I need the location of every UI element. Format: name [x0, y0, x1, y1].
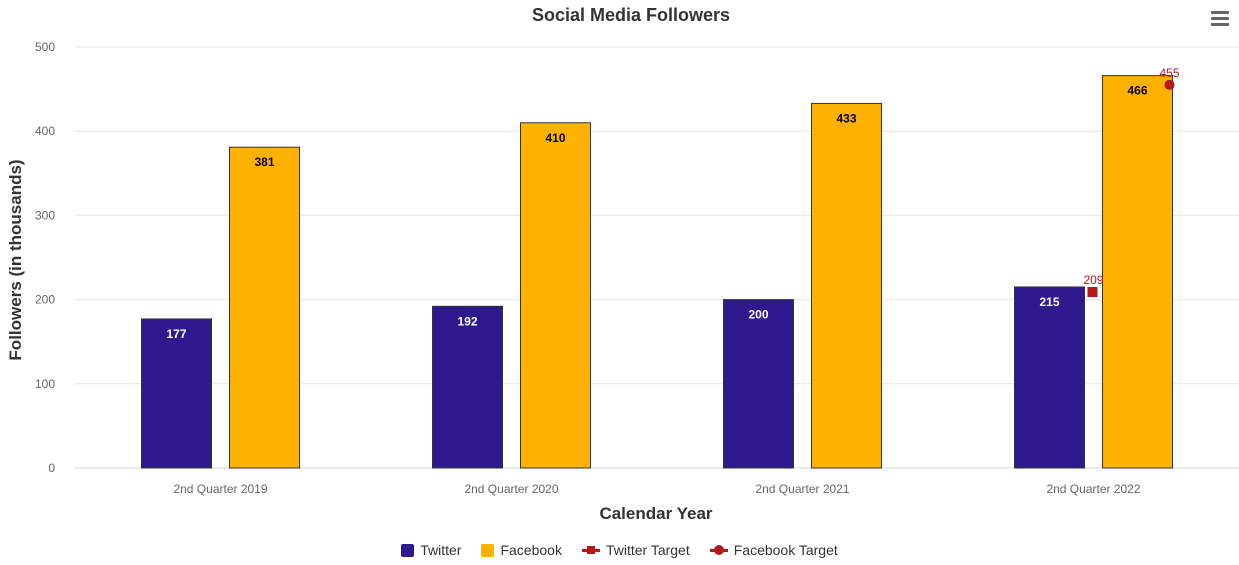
y-axis-title: Followers (in thousands) [6, 159, 25, 360]
bar-twitter-1 [432, 305, 503, 469]
bar-twitter-3 [1014, 286, 1085, 469]
legend-label: Facebook [500, 542, 562, 558]
y-tick-label: 500 [35, 40, 55, 54]
legend-line-marker-icon [581, 544, 600, 557]
marker-label-twitter-target-3: 209 [1083, 273, 1103, 287]
data-label-facebook-1: 410 [545, 131, 565, 145]
x-axis-title: Calendar Year [599, 504, 712, 523]
data-label-twitter-3: 215 [1039, 295, 1059, 309]
y-tick-label: 200 [35, 293, 55, 307]
hamburger-menu-icon[interactable] [1209, 8, 1231, 30]
x-tick-label: 2nd Quarter 2022 [1046, 482, 1140, 496]
legend-label: Twitter [420, 542, 462, 558]
bar-facebook-0 [229, 146, 300, 469]
x-tick-label: 2nd Quarter 2020 [464, 482, 558, 496]
data-label-twitter-2: 200 [748, 308, 768, 322]
data-label-twitter-0: 177 [166, 327, 186, 341]
legend-item-facebook-target[interactable]: Facebook Target [709, 542, 838, 558]
bar-twitter-0 [141, 318, 212, 469]
bars: 177 192 200 215 381 410 433 466 [141, 75, 1173, 469]
data-label-twitter-1: 192 [457, 314, 477, 328]
legend-line-marker-icon [709, 544, 728, 557]
data-label-facebook-0: 381 [254, 155, 274, 169]
bar-facebook-2 [811, 102, 882, 469]
legend-item-facebook[interactable]: Facebook [481, 542, 562, 558]
legend-label: Facebook Target [733, 542, 838, 558]
bar-facebook-1 [520, 122, 591, 469]
legend-item-twitter-target[interactable]: Twitter Target [581, 542, 690, 558]
legend-swatch [481, 543, 495, 557]
y-tick-label: 400 [35, 124, 55, 138]
bar-twitter-2 [723, 299, 794, 469]
marker-facebook-target-3 [1164, 79, 1175, 90]
chart-legend: Twitter Facebook Twitter Target Facebook Ta… [0, 542, 1239, 560]
y-tick-label: 0 [48, 461, 55, 475]
x-axis: 2nd Quarter 2019 2nd Quarter 2020 2nd Quar… [173, 482, 1140, 496]
y-axis: 0 100 200 300 400 500 [35, 40, 55, 475]
legend-label: Twitter Target [605, 542, 690, 558]
x-tick-label: 2nd Quarter 2019 [173, 482, 267, 496]
data-label-facebook-3: 466 [1127, 84, 1147, 98]
x-tick-label: 2nd Quarter 2021 [755, 482, 849, 496]
chart-title: Social Media Followers [532, 5, 730, 25]
target-markers: 209 455 [1083, 66, 1180, 298]
marker-label-facebook-target-3: 455 [1159, 66, 1179, 80]
legend-swatch [401, 543, 415, 557]
y-tick-label: 100 [35, 377, 55, 391]
y-tick-label: 300 [35, 208, 55, 222]
marker-twitter-target-3 [1087, 287, 1098, 298]
data-label-facebook-2: 433 [836, 111, 856, 125]
bar-facebook-3 [1102, 75, 1173, 469]
legend-item-twitter[interactable]: Twitter [401, 542, 461, 558]
